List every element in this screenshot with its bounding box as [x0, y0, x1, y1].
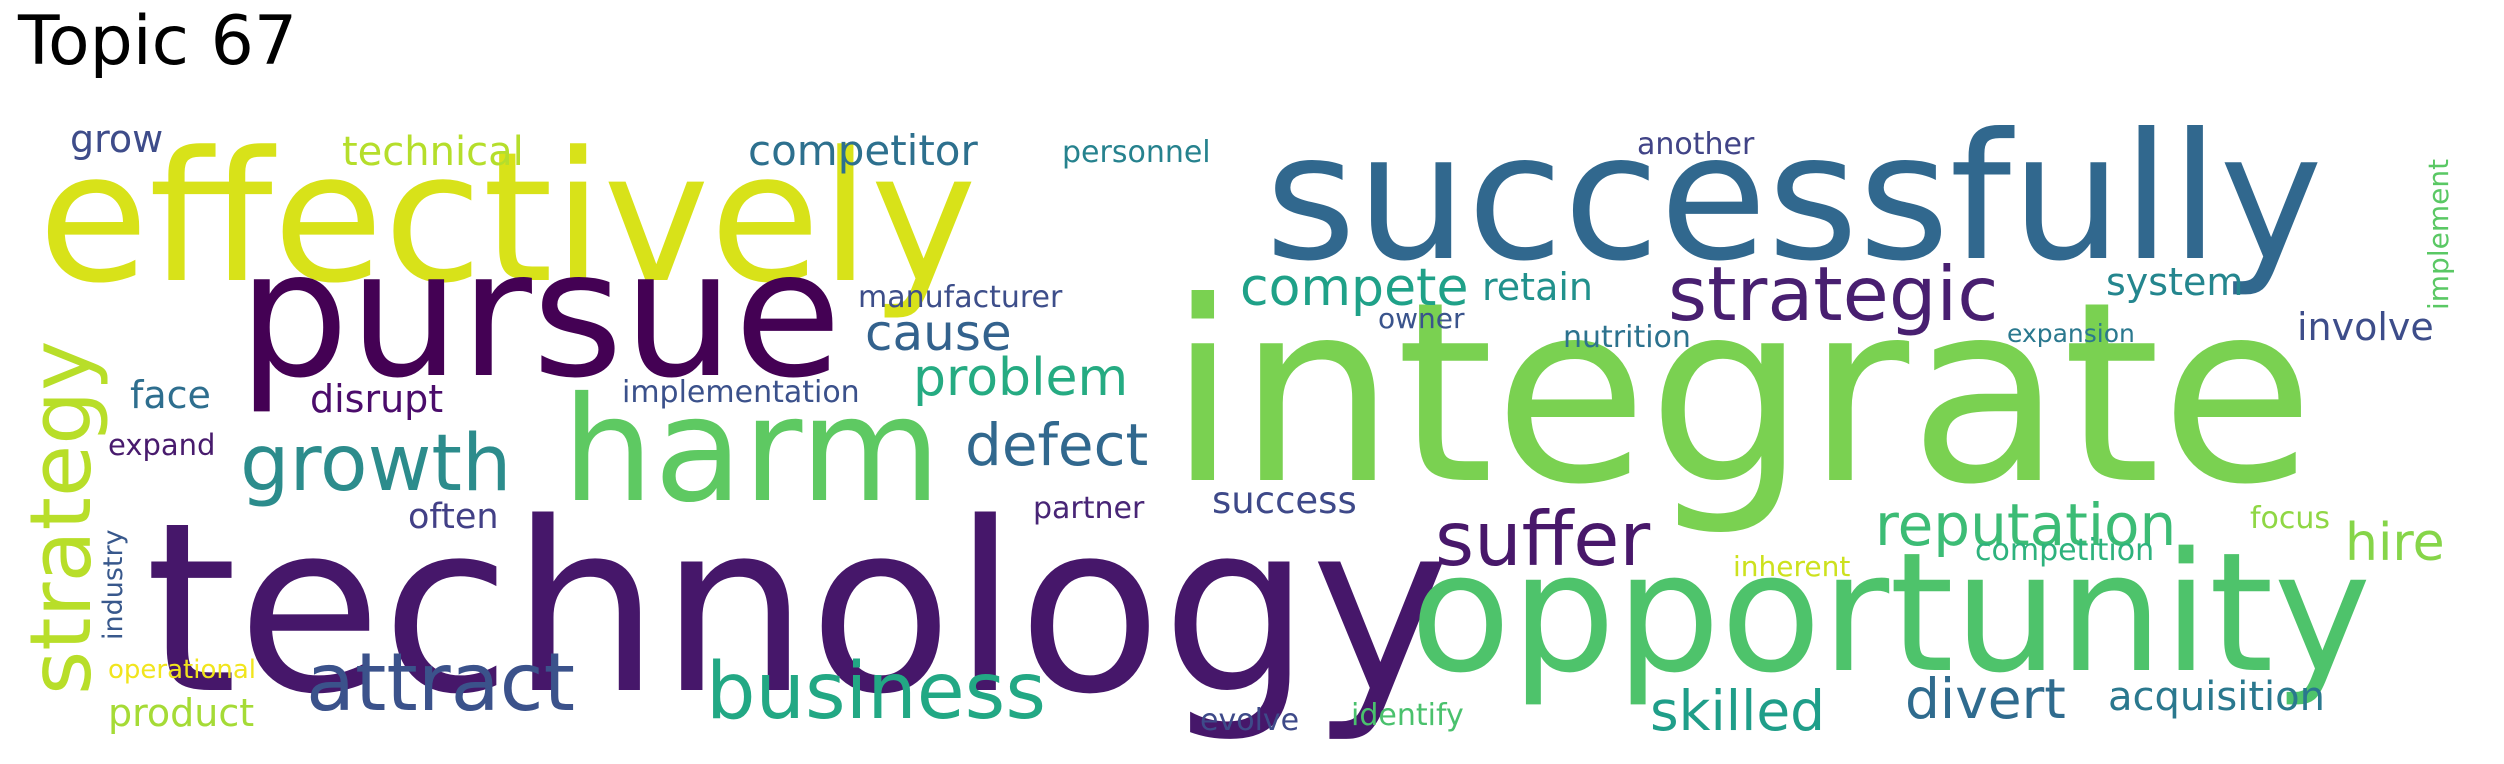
word-effectively: effectively: [38, 114, 977, 323]
word-business: business: [706, 647, 1046, 737]
word-divert: divert: [1905, 667, 2066, 731]
word-identify: identify: [1351, 698, 1464, 733]
word-compete: compete: [1240, 258, 1468, 318]
word-evolve: evolve: [1200, 703, 1299, 738]
word-system: system: [2106, 260, 2243, 304]
word-implement: implement: [2422, 159, 2455, 310]
word-pursue: pursue: [238, 214, 842, 417]
word-strategy: strategy: [12, 340, 111, 695]
word-strategic: strategic: [1668, 250, 1999, 338]
word-personnel: personnel: [1062, 135, 1211, 170]
word-involve: involve: [2297, 305, 2434, 349]
word-inherent: inherent: [1733, 550, 1850, 583]
word-opportunity: opportunity: [1410, 517, 2371, 709]
word-operational: operational: [108, 655, 256, 685]
word-partner: partner: [1033, 491, 1145, 526]
word-competitor: competitor: [748, 126, 979, 175]
word-growth: growth: [240, 419, 511, 509]
word-hire: hire: [2345, 513, 2445, 573]
word-integrate: integrate: [1168, 248, 2314, 539]
word-acquisition: acquisition: [2108, 674, 2325, 720]
word-suffer: suffer: [1435, 495, 1650, 583]
word-grow: grow: [70, 117, 163, 161]
word-technical: technical: [342, 129, 524, 175]
word-expand: expand: [108, 428, 215, 462]
word-reputation: reputation: [1875, 491, 2176, 559]
word-expansion: expansion: [2007, 319, 2135, 348]
word-face: face: [130, 373, 211, 417]
word-industry: industry: [98, 529, 129, 640]
word-implementation: implementation: [622, 375, 860, 410]
word-often: often: [408, 497, 499, 537]
word-nutrition: nutrition: [1563, 320, 1691, 355]
word-defect: defect: [965, 411, 1148, 479]
word-cause: cause: [865, 304, 1012, 362]
word-manufacturer: manufacturer: [858, 280, 1063, 315]
word-problem: problem: [913, 348, 1128, 408]
word-harm: harm: [562, 366, 941, 535]
word-competition: competition: [1975, 533, 2154, 568]
word-retain: retain: [1482, 265, 1593, 309]
word-skilled: skilled: [1650, 679, 1825, 743]
word-focus: focus: [2250, 501, 2330, 536]
word-attract: attract: [306, 636, 575, 729]
page-title: Topic 67: [18, 2, 298, 81]
word-owner: owner: [1378, 302, 1465, 335]
word-successfully: successfully: [1265, 97, 2323, 300]
word-product: product: [108, 691, 254, 735]
word-success: success: [1212, 479, 1357, 522]
word-technology: technology: [145, 473, 1450, 746]
word-another: another: [1637, 127, 1755, 162]
word-disrupt: disrupt: [310, 377, 443, 421]
